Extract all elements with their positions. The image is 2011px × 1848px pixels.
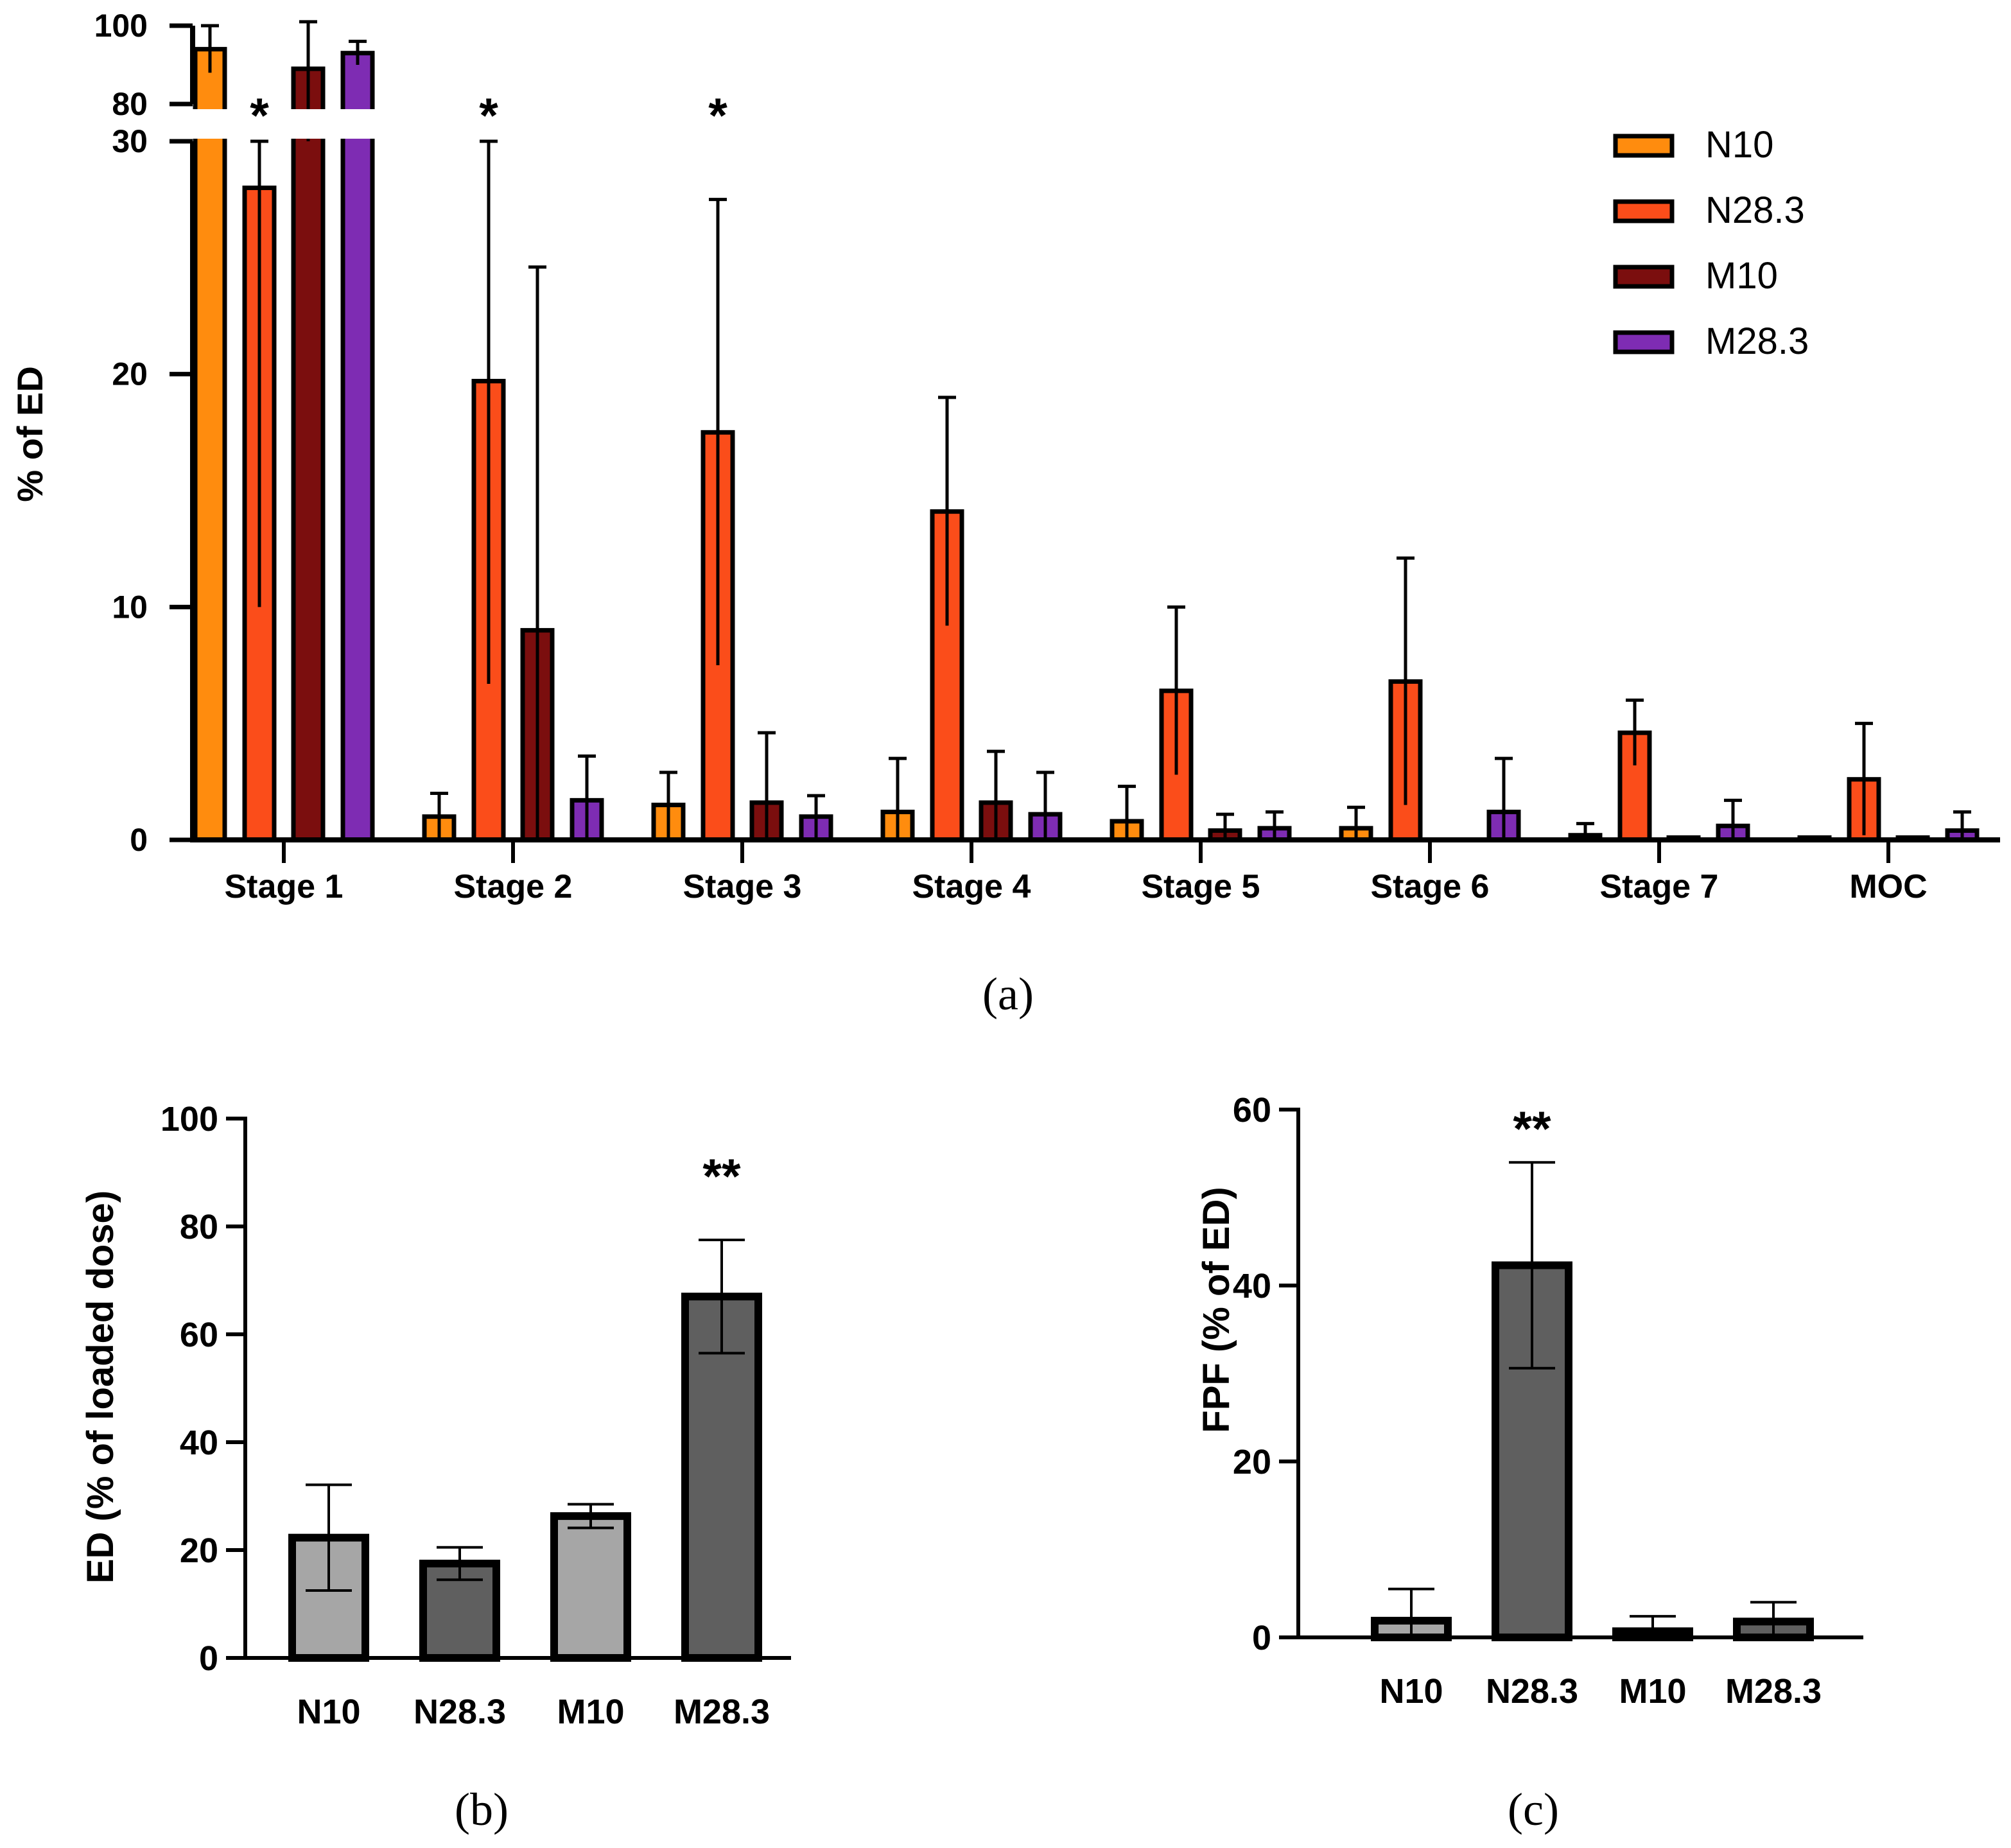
y-tick-label-40: 40	[180, 1424, 218, 1462]
legend-swatch-n28-3	[1613, 199, 1675, 223]
x-tick-label-stage-3: Stage 3	[683, 868, 802, 905]
significance-n28-3: **	[1513, 1102, 1551, 1156]
y-tick-label-60: 60	[180, 1316, 218, 1354]
axis-break-gap	[189, 109, 381, 139]
chart-panel-b: N10 N28.3 M10 M28.3 0 20 40 60 80 100 ** ED (% of…	[80, 1100, 791, 1835]
panel-c-significance: **	[1513, 1102, 1551, 1156]
legend-label-n28-3: N28.3	[1705, 189, 1805, 231]
bar-n28-3	[419, 1560, 500, 1662]
y-tick-label-80: 80	[180, 1208, 218, 1246]
x-tick-label-n10: N10	[1379, 1672, 1443, 1711]
y-tick-label-100: 100	[94, 8, 148, 44]
panel-a-legend: N10 N28.3 M10 M28.3	[1613, 124, 1809, 362]
y-tick-label-20: 20	[1233, 1443, 1271, 1481]
caption-a: (a)	[982, 968, 1034, 1020]
panel-b-y-axis-label: ED (% of loaded dose)	[80, 1190, 121, 1583]
y-tick-label-80: 80	[112, 86, 148, 122]
x-tick-label-stage-7: Stage 7	[1600, 868, 1719, 905]
x-tick-label-moc: MOC	[1849, 868, 1927, 905]
legend-swatch-m10	[1613, 265, 1675, 289]
y-tick-label-100: 100	[161, 1100, 218, 1138]
y-tick-label-0: 0	[1252, 1619, 1271, 1657]
bar-stage-1-n10	[193, 47, 227, 842]
legend-label-n10: N10	[1705, 124, 1773, 166]
significance-stage-2: *	[479, 89, 498, 143]
legend-label-m28-3: M28.3	[1705, 320, 1809, 362]
x-tick-label-m10: M10	[1619, 1672, 1686, 1711]
y-tick-label-20: 20	[112, 356, 148, 392]
x-tick-label-m28-3: M28.3	[1725, 1672, 1822, 1711]
significance-m28-3: **	[702, 1149, 741, 1204]
y-tick-label-20: 20	[180, 1531, 218, 1570]
panel-c-y-axis-label: FPF (% of ED)	[1196, 1187, 1237, 1433]
y-tick-label-60: 60	[1233, 1091, 1271, 1129]
x-tick-label-stage-5: Stage 5	[1142, 868, 1260, 905]
x-tick-label-stage-2: Stage 2	[454, 868, 573, 905]
bar-stage-1-m10	[291, 66, 326, 842]
panel-b-bars	[288, 1239, 762, 1662]
x-tick-label-stage-1: Stage 1	[225, 868, 344, 905]
y-tick-label-40: 40	[1233, 1267, 1271, 1305]
panel-a-tick-labels: Stage 1 Stage 2 Stage 3 Stage 4 Stage 5 Stage…	[94, 8, 1928, 905]
panel-b-significance: **	[702, 1149, 741, 1204]
x-tick-label-m10: M10	[557, 1693, 624, 1731]
chart-panel-c: N10 N28.3 M10 M28.3 0 20 40 60 ** FPF (% of ED)…	[1196, 1091, 1863, 1835]
y-tick-label-0: 0	[199, 1639, 218, 1678]
panel-a-axes	[170, 23, 2000, 863]
x-tick-label-stage-4: Stage 4	[912, 868, 1031, 905]
y-tick-label-10: 10	[112, 589, 148, 625]
bar-stage-1-m28-3	[340, 51, 375, 842]
x-tick-label-n10: N10	[297, 1693, 360, 1731]
significance-stage-1: *	[250, 89, 269, 143]
chart-panel-a: Stage 1 Stage 2 Stage 3 Stage 4 Stage 5 Stage…	[10, 8, 2000, 1020]
significance-stage-3: *	[708, 89, 727, 143]
panel-a-significance: * * *	[250, 89, 727, 143]
y-tick-label-30: 30	[112, 123, 148, 159]
legend-swatch-m28-3	[1613, 330, 1675, 354]
panel-c-bars	[1371, 1161, 1814, 1642]
x-tick-label-n28-3: N28.3	[1486, 1672, 1578, 1711]
x-tick-label-m28-3: M28.3	[674, 1693, 770, 1731]
x-tick-label-n28-3: N28.3	[414, 1693, 506, 1731]
caption-b: (b)	[455, 1784, 509, 1835]
panel-a-y-axis-label: % of ED	[10, 366, 50, 502]
panel-b-tick-labels: N10 N28.3 M10 M28.3 0 20 40 60 80 100	[161, 1100, 770, 1731]
x-tick-label-stage-6: Stage 6	[1371, 868, 1490, 905]
panel-c-tick-labels: N10 N28.3 M10 M28.3 0 20 40 60	[1233, 1091, 1822, 1711]
panel-c-axes	[1279, 1108, 1863, 1639]
panel-a-bars	[193, 20, 1980, 842]
panel-b-axes	[226, 1117, 791, 1660]
bar-m10	[550, 1512, 631, 1662]
legend-label-m10: M10	[1705, 255, 1778, 297]
y-tick-label-0: 0	[130, 822, 148, 858]
legend-swatch-n10	[1613, 134, 1675, 158]
caption-c: (c)	[1508, 1784, 1559, 1835]
